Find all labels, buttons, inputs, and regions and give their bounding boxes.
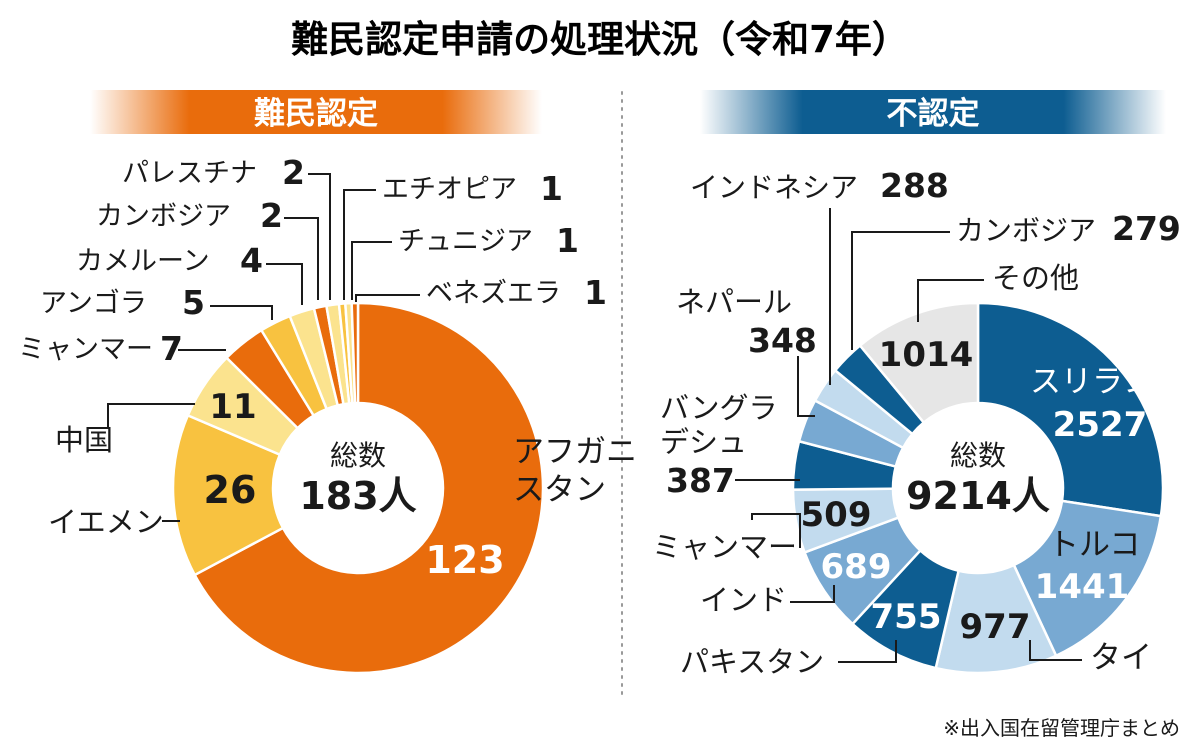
left-leader-4	[210, 305, 273, 320]
left-label-パレスチナ-name: パレスチナ	[122, 158, 257, 189]
left-label-パレスチナ-value: 2	[282, 153, 305, 192]
left-label-afghanistan-name: スタン	[513, 472, 606, 508]
right-label-pakistan-name: パキスタン	[680, 645, 824, 679]
left-label-ミャンマー-value: 7	[160, 329, 183, 368]
right-leader-other	[917, 279, 984, 322]
left-leader-10	[355, 294, 420, 302]
right-label-nepal-name: ネパール	[676, 285, 792, 319]
left-label-afghanistan-value: 123	[425, 538, 504, 582]
left-label-チュニジア-value: 1	[556, 221, 579, 260]
left-leader-china	[107, 403, 195, 428]
left-label-yemen-value: 26	[204, 468, 257, 512]
right-label-india-value: 689	[821, 547, 892, 587]
right-center-label: 総数	[950, 439, 1006, 472]
left-label-チュニジア-name: チュニジア	[398, 226, 533, 257]
right-slice-10	[858, 301, 980, 425]
left-label-カメルーン-name: カメルーン	[76, 246, 210, 277]
left-label-china-name: 中国	[55, 423, 113, 457]
left-label-yemen-name: イエメン	[48, 505, 164, 539]
left-label-カンボジア-name: カンボジア	[96, 201, 231, 232]
right-leader-cambodia	[851, 231, 950, 350]
right-label-other-value: 1014	[879, 335, 974, 375]
right-leader-thai	[1029, 640, 1082, 661]
left-header-band	[90, 90, 542, 134]
left-label-china-value: 11	[209, 387, 256, 427]
left-chart-title: 難民認定	[254, 96, 378, 132]
left-leader-5	[266, 263, 303, 305]
left-label-エチオピア-name: エチオピア	[382, 174, 517, 205]
left-leader-8	[343, 189, 376, 300]
left-label-ベネズエラ-value: 1	[584, 273, 607, 312]
right-label-turkey-value: 1441	[1035, 567, 1130, 607]
right-label-indonesia-name: インドネシア	[690, 171, 858, 204]
right-label-thai-name: タイ	[1090, 640, 1152, 676]
right-label-srilanka-name: スリランカ	[1030, 364, 1185, 400]
right-label-srilanka-value: 2527	[1053, 405, 1148, 445]
left-leader-9	[351, 241, 392, 300]
right-center-total: 9214人	[906, 474, 1050, 518]
right-label-india-name: インド	[700, 583, 787, 617]
right-label-cambodia-name: カンボジア	[956, 214, 1096, 247]
left-label-カンボジア-value: 2	[260, 196, 283, 235]
left-slice-10	[350, 301, 360, 405]
left-label-アンゴラ-value: 5	[182, 283, 205, 322]
right-label-bangladesh-value: 387	[666, 461, 735, 500]
right-label-thai-value: 977	[960, 607, 1031, 647]
right-label-pakistan-value: 755	[871, 597, 942, 637]
right-label-myanmar-name: ミャンマー	[652, 530, 797, 564]
right-label-nepal-value: 348	[748, 321, 817, 360]
right-slice-0	[976, 301, 1165, 518]
right-label-indonesia-value: 288	[880, 166, 949, 205]
right-leader-myanmar	[751, 513, 801, 548]
right-label-myanmar-value: 509	[801, 495, 872, 535]
left-label-ミャンマー-name: ミャンマー	[18, 334, 153, 365]
right-leader-pakistan	[838, 640, 897, 663]
left-label-アンゴラ-name: アンゴラ	[40, 288, 147, 319]
source-note: ※出入国在留管理庁まとめ	[943, 716, 1180, 740]
right-header-band	[700, 90, 1166, 134]
right-leader-nepal	[797, 356, 815, 417]
left-center-total: 183人	[299, 474, 416, 518]
left-slice-1	[171, 413, 285, 577]
left-label-カメルーン-value: 4	[240, 241, 263, 280]
page-title: 難民認定申請の処理状況（令和7年）	[291, 18, 909, 61]
left-label-ベネズエラ-name: ベネズエラ	[426, 278, 561, 309]
left-slice-0	[193, 301, 545, 675]
right-label-other-name: その他	[992, 261, 1079, 295]
right-leader-india	[790, 585, 835, 603]
left-leader-6	[284, 217, 319, 300]
right-chart-title: 不認定	[887, 96, 980, 132]
right-slice-1	[1012, 499, 1163, 658]
right-label-bangladesh-name: バングラ	[660, 391, 777, 425]
right-label-turkey-name: トルコ	[1048, 527, 1140, 563]
right-label-cambodia-value: 279	[1112, 209, 1181, 248]
left-center-label: 総数	[330, 439, 386, 472]
left-label-afghanistan-name: アフガニ	[513, 434, 637, 470]
right-label-bangladesh-name: デシュ	[660, 425, 747, 459]
left-leader-7	[308, 173, 331, 300]
left-label-エチオピア-value: 1	[540, 169, 563, 208]
